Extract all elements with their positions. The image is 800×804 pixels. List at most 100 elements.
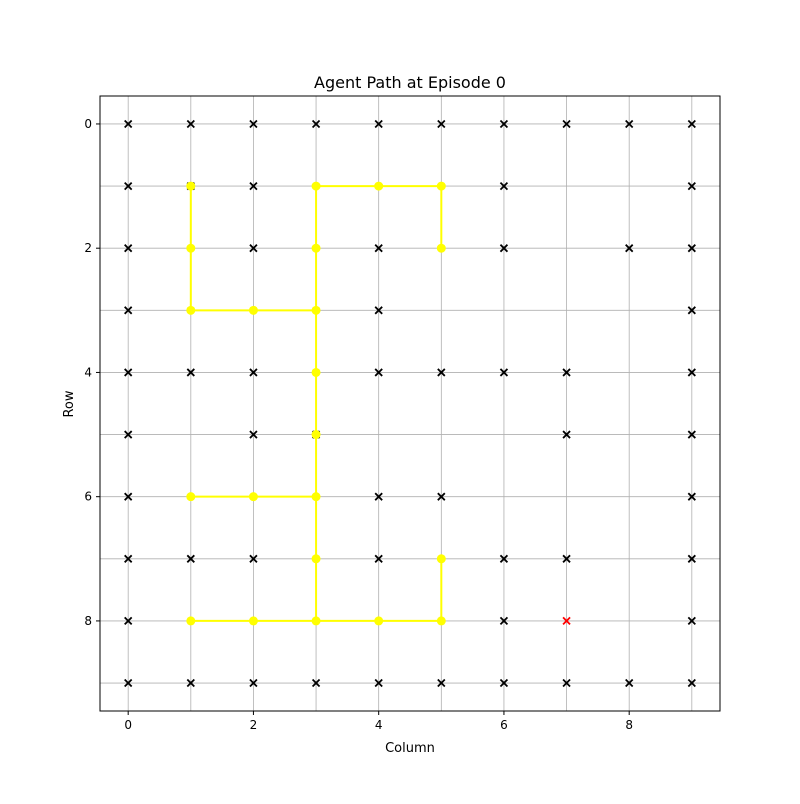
- obstacle-marker: [124, 554, 133, 563]
- obstacle-marker: [186, 368, 195, 377]
- obstacle-marker: [625, 244, 634, 253]
- obstacle-marker-stroke: [249, 430, 258, 439]
- obstacle-marker: [499, 368, 509, 377]
- obstacle-marker-stroke: [124, 678, 133, 688]
- obstacle-marker: [562, 678, 571, 688]
- obstacle-marker-stroke: [687, 244, 696, 253]
- plot-frame: [99, 95, 721, 712]
- obstacle-marker: [437, 119, 446, 129]
- path-point: [311, 554, 321, 564]
- obstacle-marker-stroke: [249, 554, 258, 563]
- obstacle-marker: [186, 678, 195, 688]
- obstacle-marker: [687, 181, 696, 191]
- obstacle-marker-stroke: [499, 554, 509, 563]
- obstacle-marker-stroke: [249, 244, 258, 253]
- obstacle-marker: [499, 678, 509, 688]
- obstacle-marker: [249, 678, 258, 688]
- path-point: [248, 492, 258, 502]
- obstacle-marker: [311, 119, 321, 129]
- y-tick-label: 8: [84, 614, 92, 628]
- obstacle-marker: [374, 554, 383, 563]
- obstacle-marker: [437, 492, 446, 501]
- x-tick-label: 8: [625, 718, 633, 732]
- tick-layer: 0 2 4 6 8 0 2 4 6 8: [84, 117, 633, 732]
- obstacle-marker-stroke: [311, 119, 321, 129]
- obstacle-marker-stroke: [374, 554, 383, 563]
- obstacle-marker: [124, 119, 133, 129]
- obstacle-marker-stroke: [437, 119, 446, 129]
- obstacle-marker: [625, 119, 634, 129]
- obstacle-marker: [124, 368, 133, 377]
- path-point: [374, 181, 384, 191]
- obstacle-marker-stroke: [124, 119, 133, 129]
- obstacle-marker: [687, 616, 696, 626]
- obstacle-marker: [249, 554, 258, 563]
- obstacle-marker-stroke: [562, 368, 571, 377]
- obstacle-marker-stroke: [124, 554, 133, 563]
- obstacle-marker-stroke: [687, 678, 696, 688]
- path-layer: [189, 185, 443, 622]
- obstacle-marker-stroke: [499, 244, 509, 253]
- obstacle-marker-stroke: [249, 368, 258, 377]
- obstacle-marker: [124, 430, 133, 439]
- obstacle-marker: [687, 678, 696, 688]
- obstacle-marker: [562, 430, 571, 439]
- obstacle-marker-stroke: [186, 368, 195, 377]
- obstacle-marker-stroke: [499, 119, 509, 129]
- path-point: [186, 305, 196, 315]
- path-point: [374, 616, 384, 626]
- obstacle-marker: [249, 430, 258, 439]
- obstacle-marker: [687, 554, 696, 563]
- obstacle-marker: [124, 492, 133, 501]
- y-tick-label: 0: [84, 117, 92, 131]
- obstacle-marker-stroke: [249, 678, 258, 688]
- obstacle-marker: [499, 119, 509, 129]
- obstacle-marker: [437, 368, 446, 377]
- y-tick-label: 6: [84, 490, 92, 504]
- obstacle-marker: [374, 244, 383, 253]
- path-point: [311, 430, 321, 440]
- obstacle-marker-stroke: [124, 306, 133, 315]
- obstacle-marker-stroke: [437, 678, 446, 688]
- path-point: [436, 554, 446, 564]
- path-point: [248, 305, 258, 315]
- obstacle-marker-stroke: [687, 430, 696, 439]
- obstacle-marker-stroke: [687, 306, 696, 315]
- obstacle-marker: [562, 368, 571, 377]
- goal-marker-stroke: [562, 616, 571, 626]
- path-point: [186, 492, 196, 502]
- obstacle-marker: [311, 678, 321, 688]
- obstacle-marker: [374, 306, 383, 315]
- x-tick-label: 4: [375, 718, 383, 732]
- path-point: [311, 367, 321, 377]
- obstacle-marker: [249, 119, 258, 129]
- obstacle-marker: [687, 430, 696, 439]
- path-line: [190, 558, 443, 622]
- obstacle-marker: [186, 119, 195, 129]
- obstacle-marker: [499, 244, 509, 253]
- obstacle-marker: [687, 492, 696, 501]
- path-point: [248, 616, 258, 626]
- obstacle-marker-stroke: [625, 678, 634, 688]
- y-tick-label: 2: [84, 241, 92, 255]
- obstacle-marker: [249, 244, 258, 253]
- chart-title: Agent Path at Episode 0: [314, 73, 506, 92]
- path-point: [186, 181, 196, 191]
- obstacle-marker: [562, 119, 571, 129]
- path-point: [311, 616, 321, 626]
- obstacle-marker: [124, 244, 133, 253]
- path-point: [186, 616, 196, 626]
- x-axis-label: Column: [385, 741, 435, 756]
- path-line: [189, 185, 443, 312]
- path-point: [311, 243, 321, 253]
- obstacle-marker: [124, 181, 133, 191]
- obstacle-marker-stroke: [311, 678, 321, 688]
- obstacle-marker: [687, 244, 696, 253]
- obstacle-marker: [687, 306, 696, 315]
- path-point: [436, 243, 446, 253]
- obstacle-marker: [249, 181, 258, 191]
- obstacle-marker-stroke: [374, 119, 383, 129]
- x-tick-label: 6: [500, 718, 508, 732]
- obstacle-marker: [687, 368, 696, 377]
